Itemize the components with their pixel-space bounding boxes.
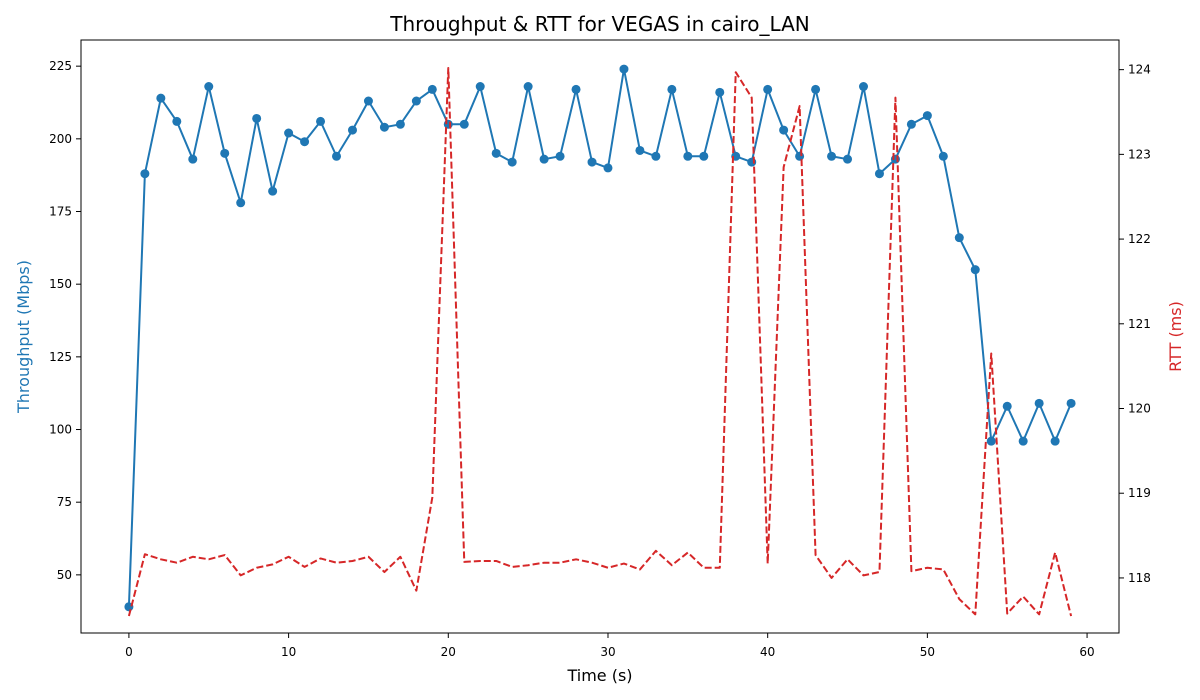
throughput-point [1050,436,1060,446]
throughput-point [459,119,469,129]
throughput-point [571,84,581,94]
series-layer [124,64,1076,617]
y-right-tick-label: 122 [1128,232,1151,246]
x-tick-label: 40 [760,645,775,659]
y-left-tick-label: 100 [49,423,72,437]
y-left-tick-label: 175 [49,205,72,219]
throughput-point [1034,398,1044,408]
throughput-point [252,113,262,123]
throughput-point [986,436,996,446]
throughput-point [811,84,821,94]
y-left-tick-label: 75 [57,495,72,509]
x-tick-label: 30 [600,645,615,659]
y-left-tick-label: 200 [49,132,72,146]
throughput-point [827,151,837,161]
throughput-point [874,169,884,179]
throughput-point [603,163,613,173]
throughput-point [491,148,501,158]
throughput-point [619,64,629,74]
throughput-point [204,82,214,92]
throughput-point [1066,398,1076,408]
y-left-tick-label: 225 [49,59,72,73]
y-right-tick-label: 118 [1128,571,1151,585]
throughput-point [332,151,342,161]
plot-area [80,39,1120,634]
x-tick-label: 60 [1079,645,1094,659]
x-axis-label: Time (s) [566,666,632,685]
y-left-tick-label: 125 [49,350,72,364]
y-axis-right: 118 119 120 121 122 123 124 [1119,63,1151,585]
throughput-point [954,233,964,243]
throughput-point [140,169,150,179]
throughput-point [156,93,166,103]
throughput-point [507,157,517,167]
throughput-point [268,186,278,196]
throughput-point [858,82,868,92]
y-right-tick-label: 120 [1128,402,1151,416]
throughput-point [922,111,932,121]
y-right-tick-label: 121 [1128,317,1151,331]
y-axis-right-label: RTT (ms) [1166,301,1185,372]
throughput-point [906,119,916,129]
throughput-point [843,154,853,164]
y-axis-left: 50 75 100 125 150 175 200 225 [49,59,81,582]
throughput-line [127,68,1073,607]
x-axis: 0 10 20 30 40 50 60 [125,633,1095,659]
throughput-point [300,137,310,147]
x-tick-label: 0 [125,645,133,659]
throughput-point [411,96,421,106]
throughput-point [188,154,198,164]
throughput-point [1002,401,1012,411]
y-right-tick-label: 119 [1128,486,1151,500]
throughput-point [651,151,661,161]
y-axis-left-label: Throughput (Mbps) [14,260,33,414]
throughput-point [523,82,533,92]
y-left-tick-label: 50 [57,568,72,582]
throughput-point [970,265,980,275]
chart-title: Throughput & RTT for VEGAS in cairo_LAN [389,12,809,36]
throughput-point [475,82,485,92]
throughput-point [587,157,597,167]
throughput-point [683,151,693,161]
y-right-tick-label: 123 [1128,147,1151,161]
x-tick-label: 10 [281,645,296,659]
throughput-point [427,84,437,94]
y-right-tick-label: 124 [1128,63,1151,77]
rtt-line [127,66,1073,617]
throughput-point [779,125,789,135]
throughput-point [172,116,182,126]
throughput-point [316,116,326,126]
throughput-point [699,151,709,161]
throughput-point [363,96,373,106]
x-tick-label: 50 [920,645,935,659]
throughput-point [938,151,948,161]
throughput-point [284,128,294,138]
throughput-point [795,151,805,161]
throughput-point [1018,436,1028,446]
y-left-tick-label: 150 [49,277,72,291]
throughput-point [539,154,549,164]
throughput-point [667,84,677,94]
throughput-point [379,122,389,132]
throughput-point [395,119,405,129]
throughput-point [555,151,565,161]
throughput-point [635,145,645,155]
throughput-point [763,84,773,94]
throughput-point [220,148,230,158]
throughput-point [236,198,246,208]
x-tick-label: 20 [441,645,456,659]
throughput-point [715,87,725,97]
throughput-point [347,125,357,135]
throughput-point [890,154,900,164]
